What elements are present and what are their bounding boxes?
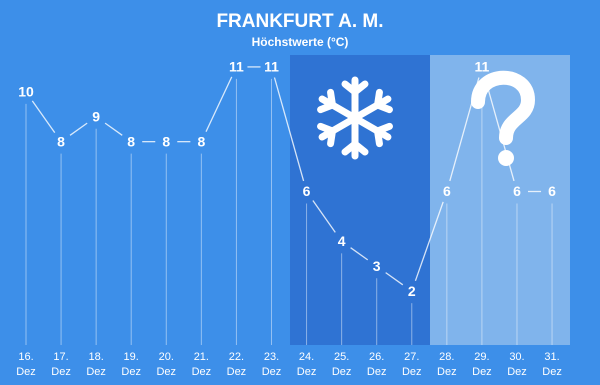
line-segment <box>205 76 233 132</box>
value-label: 8 <box>127 133 135 149</box>
x-tick-label: 16. Dez <box>16 351 36 378</box>
chart-title: FRANKFURT A. M. <box>216 11 383 32</box>
value-label: 6 <box>548 183 556 199</box>
line-segment <box>385 272 404 286</box>
x-tick-label: 19. Dez <box>121 351 141 378</box>
x-tick-label: 25. Dez <box>331 351 352 378</box>
value-label: 3 <box>373 258 381 274</box>
line-segment <box>31 100 56 134</box>
x-tick-label: 31. Dez <box>542 351 562 378</box>
uncertain-region <box>430 55 570 345</box>
value-label: 8 <box>57 133 65 149</box>
line-segment <box>350 247 369 261</box>
x-tick-label: 23. Dez <box>261 351 282 378</box>
x-tick-label: 26. Dez <box>366 351 387 378</box>
value-label: 6 <box>443 183 451 199</box>
value-label: 4 <box>338 233 346 249</box>
chart-subtitle: Höchstwerte (°C) <box>252 35 349 49</box>
snowflake-icon <box>317 76 393 156</box>
x-tick-label: 22. Dez <box>226 351 247 378</box>
value-label: 6 <box>513 183 521 199</box>
line-segment <box>414 201 444 282</box>
value-label: 11 <box>229 59 244 75</box>
x-tick-label: 20. Dez <box>156 351 177 378</box>
line-segment <box>69 122 88 136</box>
x-tick-label: 24. Dez <box>296 351 317 378</box>
value-label: 10 <box>18 84 34 100</box>
x-tick-label: 28. Dez <box>437 351 457 378</box>
cold-region <box>290 55 430 345</box>
x-tick-label: 21. Dez <box>191 351 212 378</box>
line-segment <box>484 77 515 182</box>
value-label: 8 <box>197 133 205 149</box>
line-segment <box>449 77 480 182</box>
x-tick-label: 27. Dez <box>401 351 422 378</box>
x-tick-label: 17. Dez <box>51 351 71 378</box>
value-label: 2 <box>408 283 416 299</box>
x-tick-label: 30. Dez <box>507 351 527 378</box>
value-label: 9 <box>92 108 100 124</box>
line-segment <box>104 122 123 136</box>
line-segment <box>312 200 336 233</box>
value-label: 6 <box>303 183 311 199</box>
x-tick-label: 29. Dez <box>472 351 492 378</box>
value-label: 11 <box>475 59 490 75</box>
value-label: 11 <box>264 59 279 75</box>
line-segment <box>273 77 305 182</box>
value-label: 8 <box>162 133 170 149</box>
x-tick-label: 18. Dez <box>86 351 106 378</box>
